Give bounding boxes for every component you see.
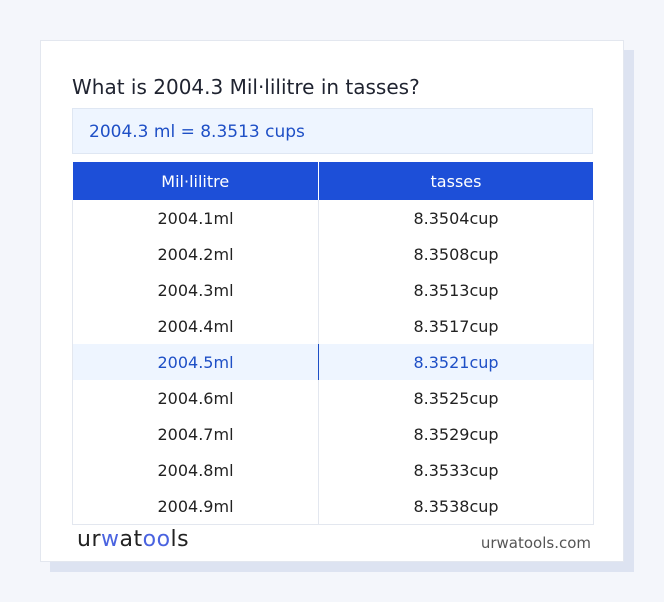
urwatools-logo: urwatools (77, 527, 190, 552)
ml-cell: 2004.8ml (71, 452, 320, 488)
table-row: 2004.5ml 8.3521cup (71, 344, 594, 380)
site-url: urwatools.com (480, 534, 591, 552)
table-row: 2004.3ml 8.3513cup (71, 272, 594, 308)
column-header-cups: tasses (318, 162, 594, 200)
cups-cell: 8.3521cup (318, 344, 594, 380)
ml-cell: 2004.1ml (71, 200, 320, 236)
table-row: 2004.8ml 8.3533cup (71, 452, 594, 488)
cups-cell: 8.3538cup (318, 488, 594, 525)
ml-cell: 2004.7ml (71, 416, 320, 452)
cups-cell: 8.3533cup (318, 452, 594, 488)
page-title: What is 2004.3 Mil·lilitre in tasses? (72, 75, 420, 99)
cups-cell: 8.3517cup (318, 308, 594, 344)
conversion-table: Mil·lilitre tasses 2004.1ml 8.3504cup 2004… (71, 162, 594, 525)
ml-cell: 2004.2ml (71, 236, 320, 272)
ml-cell: 2004.6ml (71, 380, 320, 416)
table-row: 2004.6ml 8.3525cup (71, 380, 594, 416)
ml-cell: 2004.9ml (71, 488, 320, 525)
table-row: 2004.1ml 8.3504cup (71, 200, 594, 236)
table-row: 2004.9ml 8.3538cup (71, 488, 594, 525)
cups-cell: 8.3525cup (318, 380, 594, 416)
cups-cell: 8.3508cup (318, 236, 594, 272)
table-row: 2004.4ml 8.3517cup (71, 308, 594, 344)
converter-card: What is 2004.3 Mil·lilitre in tasses? 20… (40, 40, 624, 562)
ml-cell: 2004.3ml (71, 272, 320, 308)
table-row: 2004.2ml 8.3508cup (71, 236, 594, 272)
cups-cell: 8.3513cup (318, 272, 594, 308)
cups-cell: 8.3504cup (318, 200, 594, 236)
conversion-result: 2004.3 ml = 8.3513 cups (72, 108, 593, 154)
column-header-ml: Mil·lilitre (72, 162, 320, 200)
ml-cell: 2004.4ml (71, 308, 320, 344)
table-row: 2004.7ml 8.3529cup (71, 416, 594, 452)
ml-cell: 2004.5ml (71, 344, 320, 380)
cups-cell: 8.3529cup (318, 416, 594, 452)
